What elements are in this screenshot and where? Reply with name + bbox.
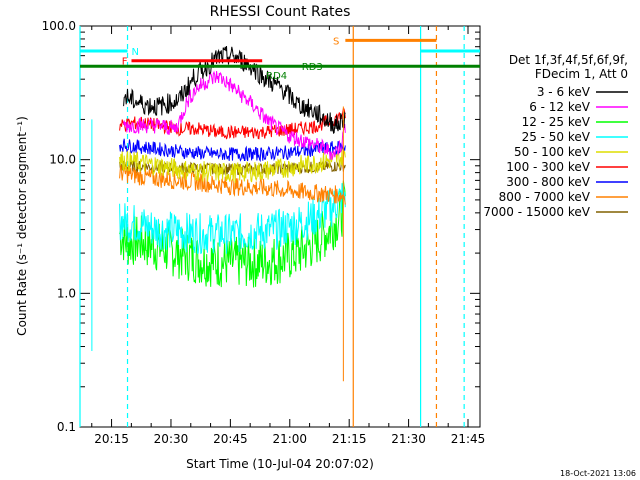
- legend-header: Det 1f,3f,4f,5f,6f,9f,: [509, 53, 628, 67]
- x-tick-label: 21:00: [272, 432, 307, 446]
- x-tick-label: 20:45: [213, 432, 248, 446]
- legend-entry-label: 3 - 6 keV: [537, 85, 591, 99]
- flag-label: F: [122, 57, 128, 68]
- flag-label: N: [132, 47, 139, 58]
- legend-entry-label: 300 - 800 keV: [506, 175, 590, 189]
- legend-entry-label: 7000 - 15000 keV: [483, 205, 590, 219]
- x-tick-label: 21:15: [332, 432, 367, 446]
- series-line: [119, 183, 346, 255]
- legend-entry-label: 50 - 100 keV: [514, 145, 591, 159]
- legend: Det 1f,3f,4f,5f,6f,9f,FDecim 1, Att 0 3 -…: [483, 53, 628, 219]
- timestamp: 18-Oct-2021 13:06: [560, 469, 636, 478]
- legend-entry-label: 800 - 7000 keV: [499, 190, 591, 204]
- chart-title: RHESSI Count Rates: [210, 4, 351, 20]
- series-line: [123, 45, 346, 134]
- series-line: [119, 107, 346, 140]
- x-axis-label: Start Time (10-Jul-04 20:07:02): [186, 457, 374, 471]
- legend-entry-label: 25 - 50 keV: [522, 130, 591, 144]
- y-tick-label: 1.0: [57, 286, 76, 300]
- y-tick-label: 10.0: [49, 153, 76, 167]
- legend-header: FDecim 1, Att 0: [535, 67, 628, 81]
- series-line: [123, 70, 346, 160]
- legend-entry-label: 12 - 25 keV: [522, 115, 591, 129]
- series-line: [119, 138, 346, 163]
- y-tick-label: 0.1: [57, 420, 76, 434]
- flag-label: S: [333, 36, 339, 47]
- legend-entry-label: 6 - 12 keV: [529, 100, 591, 114]
- series-line: [119, 164, 346, 205]
- x-tick-label: 20:15: [94, 432, 129, 446]
- flag-label: RD4: [266, 71, 287, 82]
- legend-entry-label: 100 - 300 keV: [506, 160, 590, 174]
- x-tick-label: 21:45: [451, 432, 486, 446]
- y-axis-label: Count Rate (s⁻¹ detector segment⁻¹): [15, 116, 29, 336]
- x-tick-label: 21:30: [391, 432, 426, 446]
- flag-label: RD3: [302, 62, 323, 73]
- y-tick-label: 100.0: [42, 19, 76, 33]
- x-tick-label: 20:30: [154, 432, 189, 446]
